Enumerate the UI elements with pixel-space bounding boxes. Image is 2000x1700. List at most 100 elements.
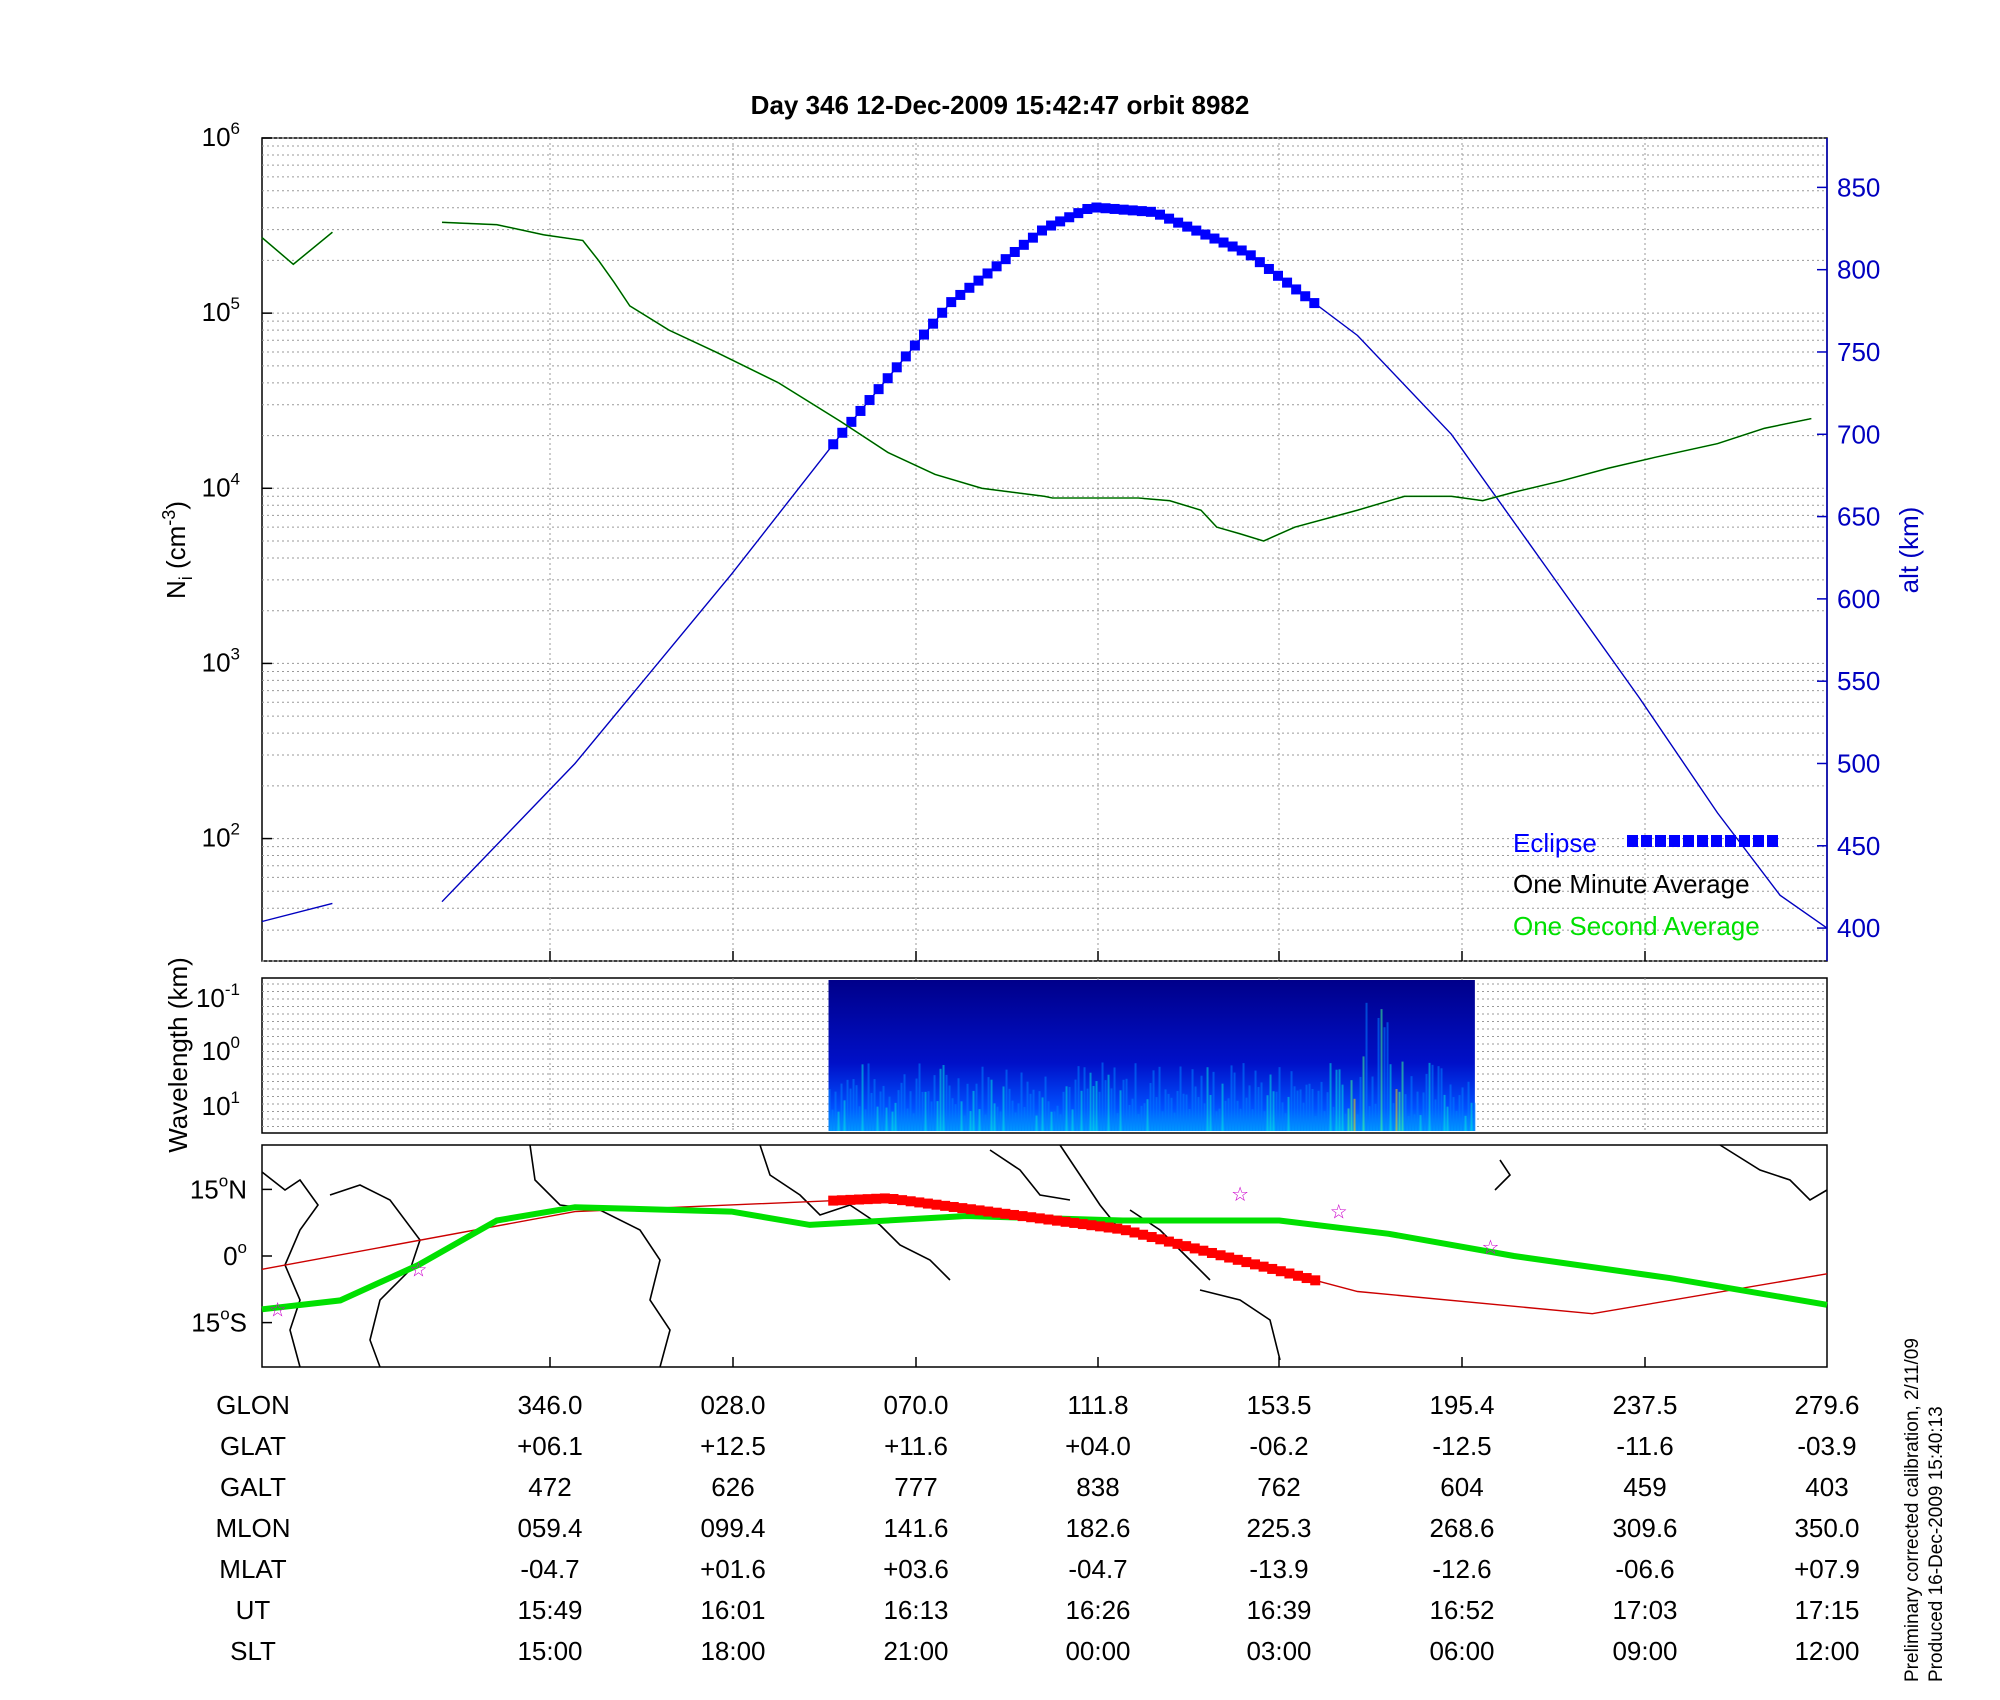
spectrogram-streak bbox=[912, 1113, 915, 1131]
density-y-tick-label: 105 bbox=[202, 294, 240, 327]
spectrogram-streak bbox=[1353, 1098, 1356, 1131]
density-y-tick-label: 106 bbox=[202, 119, 240, 152]
eclipse-marker bbox=[1036, 225, 1047, 236]
spectrogram-streak bbox=[939, 1068, 942, 1131]
ephemeris-cell: 16:01 bbox=[700, 1595, 765, 1625]
ephemeris-cell: +03.6 bbox=[883, 1554, 949, 1584]
spectrogram-streak bbox=[1065, 1086, 1068, 1131]
spectrogram-streak bbox=[984, 1114, 987, 1131]
spectrogram-streak bbox=[1257, 1086, 1260, 1131]
legend-second-average-label: One Second Average bbox=[1513, 911, 1760, 941]
latitude-tick-label: 0o bbox=[223, 1238, 247, 1271]
ephemeris-cell: 059.4 bbox=[517, 1513, 582, 1543]
ephemeris-cell: -03.9 bbox=[1797, 1431, 1856, 1461]
spectrogram-streak bbox=[1260, 1082, 1263, 1131]
ephemeris-cell: 268.6 bbox=[1429, 1513, 1494, 1543]
eclipse-marker bbox=[1082, 203, 1093, 214]
legend-eclipse-square bbox=[1739, 835, 1750, 847]
ylabel-superscript: -3 bbox=[159, 510, 179, 526]
spectrogram-streak bbox=[1017, 1103, 1020, 1131]
eclipse-marker bbox=[1018, 239, 1029, 250]
spectrogram-streak bbox=[1014, 1112, 1017, 1131]
spectrogram-streak bbox=[1248, 1085, 1251, 1131]
spectrogram-streak bbox=[831, 1109, 834, 1131]
spectrogram-streak bbox=[1104, 1080, 1107, 1131]
eclipse-marker bbox=[1227, 241, 1238, 252]
spectrogram-streak bbox=[924, 1091, 927, 1131]
spectrogram-streak bbox=[1119, 1090, 1122, 1131]
eclipse-track-marker bbox=[854, 1194, 865, 1205]
spectrogram-streak bbox=[1320, 1081, 1323, 1131]
spectrogram-streak bbox=[1080, 1090, 1083, 1131]
figure-title: Day 346 12-Dec-2009 15:42:47 orbit 8982 bbox=[751, 90, 1250, 120]
altitude-tick-label: 500 bbox=[1837, 748, 1880, 778]
spectrogram-streak bbox=[1176, 1090, 1179, 1131]
ephemeris-cell: 153.5 bbox=[1246, 1390, 1311, 1420]
ephemeris-cell: 16:39 bbox=[1246, 1595, 1311, 1625]
spectrogram-streak bbox=[1407, 1115, 1410, 1131]
eclipse-marker bbox=[1209, 233, 1220, 244]
eclipse-track-marker bbox=[991, 1207, 1002, 1218]
eclipse-track-marker bbox=[1155, 1234, 1166, 1245]
eclipse-marker bbox=[1118, 204, 1129, 215]
ephemeris-cell: +12.5 bbox=[700, 1431, 766, 1461]
spectrogram-streak bbox=[1341, 1084, 1344, 1131]
spectrogram-streak bbox=[1266, 1095, 1269, 1131]
spectrogram-streak bbox=[1293, 1086, 1296, 1131]
coastline bbox=[529, 1144, 671, 1368]
spectrogram-streak bbox=[1221, 1083, 1224, 1131]
eclipse-track-marker bbox=[905, 1196, 916, 1207]
legend-eclipse-square bbox=[1697, 835, 1708, 847]
spectrogram-streak bbox=[1029, 1093, 1032, 1131]
spectrogram-streak bbox=[1095, 1081, 1098, 1131]
spectrogram-streak bbox=[1185, 1094, 1188, 1131]
ephemeris-cell: -12.5 bbox=[1432, 1431, 1491, 1461]
eclipse-track-marker bbox=[948, 1201, 959, 1212]
ephemeris-cell: 15:00 bbox=[517, 1636, 582, 1666]
eclipse-track-marker bbox=[1163, 1236, 1174, 1247]
spectrogram-y-tick-label: 101 bbox=[202, 1088, 240, 1121]
spectrogram-streak bbox=[1404, 1094, 1407, 1131]
eclipse-track-marker bbox=[940, 1200, 951, 1211]
spectrogram-streak bbox=[1236, 1100, 1239, 1131]
density-y-tick-label: 102 bbox=[202, 820, 240, 853]
spectrogram-streak bbox=[975, 1083, 978, 1131]
ephemeris-cell: +07.9 bbox=[1794, 1554, 1860, 1584]
density-y-axis: 102 103 104 105 106 bbox=[202, 119, 272, 853]
spectrogram-streak bbox=[1224, 1100, 1227, 1131]
spectrogram-streak bbox=[876, 1106, 879, 1131]
spectrogram-streak bbox=[873, 1079, 876, 1131]
eclipse-marker bbox=[1173, 217, 1184, 228]
spectrogram-streak bbox=[1146, 1099, 1149, 1131]
legend-eclipse-square bbox=[1725, 835, 1736, 847]
ylabel-main: N bbox=[161, 580, 191, 599]
spectrogram-streak bbox=[1392, 1103, 1395, 1131]
altitude-tick-label: 750 bbox=[1837, 337, 1880, 367]
ephemeris-table: GLON 346.0 028.0 070.0 111.8 153.5 195.4 237.5 2… bbox=[215, 1390, 1859, 1666]
spectrogram-streak bbox=[1473, 1102, 1476, 1131]
eclipse-marker bbox=[1182, 221, 1193, 232]
spectrogram-streak bbox=[1152, 1070, 1155, 1131]
spectrogram-streak bbox=[966, 1083, 969, 1131]
spectrogram-streak bbox=[1062, 1091, 1065, 1131]
spectrogram-streak bbox=[1032, 1089, 1035, 1131]
eclipse-marker bbox=[1309, 298, 1320, 309]
spectrogram-streak bbox=[1197, 1097, 1200, 1131]
spectrogram-streak bbox=[942, 1065, 945, 1131]
ylabel-subscript: i bbox=[176, 576, 196, 580]
eclipse-marker bbox=[973, 275, 984, 286]
eclipse-track-marker bbox=[1138, 1229, 1149, 1240]
spectrogram-streak bbox=[1038, 1091, 1041, 1131]
spectrogram-streak bbox=[978, 1109, 981, 1131]
eclipse-track-marker bbox=[1095, 1221, 1106, 1232]
eclipse-track-marker bbox=[1000, 1208, 1011, 1219]
spectrogram-streak bbox=[1269, 1074, 1272, 1131]
coastline bbox=[989, 1149, 1071, 1201]
spectrogram-streak bbox=[1464, 1115, 1467, 1131]
station-star-icon: ☆ bbox=[1231, 1182, 1249, 1206]
spectrogram-streak bbox=[1245, 1097, 1248, 1131]
spectrogram-streak bbox=[1035, 1115, 1038, 1131]
spectrogram-panel: 10-1 100 101 Wavelength (km) bbox=[163, 957, 1828, 1153]
eclipse-marker bbox=[1027, 232, 1038, 243]
eclipse-marker bbox=[946, 297, 957, 308]
